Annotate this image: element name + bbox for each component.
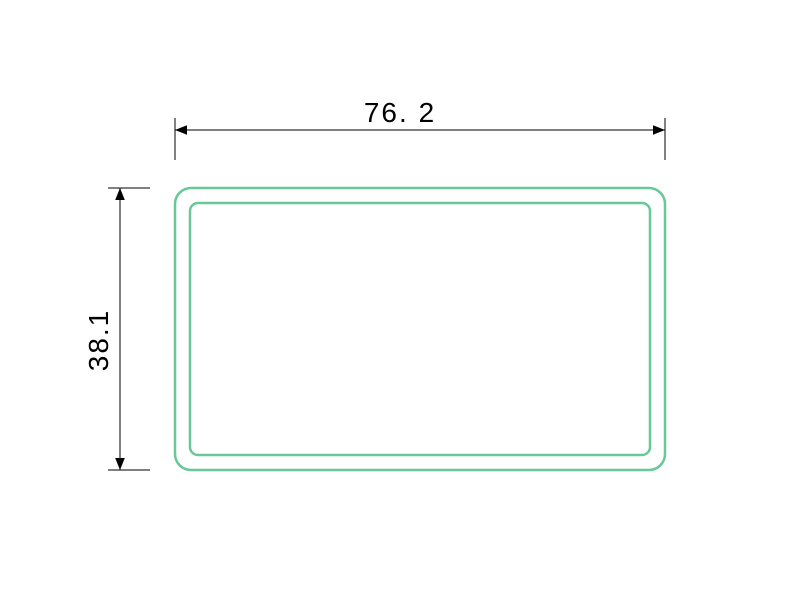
height-dimension-label: 38.1 xyxy=(83,309,114,372)
width-dimension-label: 76. 2 xyxy=(364,97,436,128)
height-dimension: 38.1 xyxy=(83,188,150,470)
inner-profile xyxy=(190,203,650,455)
width-dimension: 76. 2 xyxy=(175,97,665,160)
width-arrow-left xyxy=(175,125,187,135)
height-arrow-top xyxy=(115,188,125,200)
technical-drawing: 76. 2 38.1 xyxy=(0,0,800,600)
height-arrow-bottom xyxy=(115,458,125,470)
width-arrow-right xyxy=(653,125,665,135)
outer-profile xyxy=(175,188,665,470)
